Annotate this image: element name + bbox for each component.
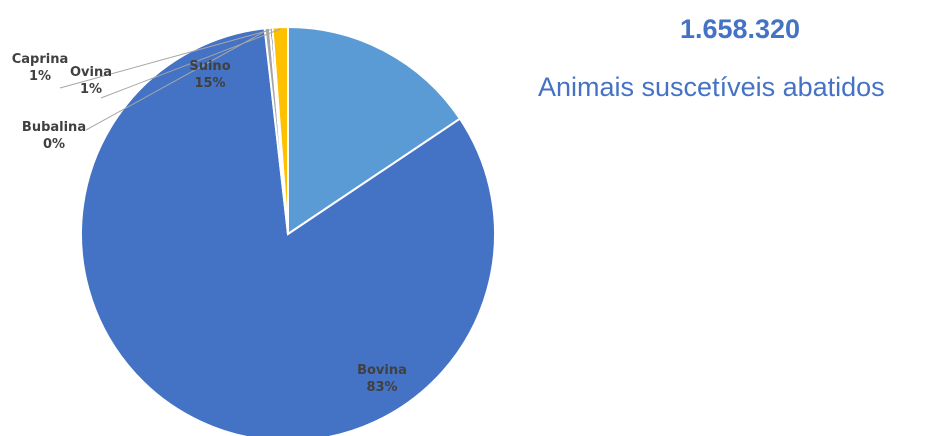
leader-line-bubalina bbox=[85, 29, 268, 131]
slice-percent-ovina: 1% bbox=[80, 82, 102, 97]
slice-label-ovina: Ovina bbox=[70, 65, 112, 80]
chart-subtitle: Animais suscetíveis abatidos bbox=[538, 72, 885, 102]
slice-label-caprina: Caprina bbox=[12, 52, 69, 67]
slice-percent-suino: 15% bbox=[194, 76, 225, 91]
slice-label-suino: Suino bbox=[189, 59, 230, 74]
total-count: 1.658.320 bbox=[679, 14, 801, 44]
pie-slice-ovina bbox=[271, 25, 289, 235]
pie-slice-suino bbox=[287, 25, 462, 236]
leader-line-ovina bbox=[100, 28, 281, 99]
slice-percent-bubalina: 0% bbox=[43, 137, 65, 152]
pie-slice-bovina bbox=[80, 27, 496, 436]
leader-line-caprina bbox=[59, 29, 272, 89]
slice-label-bovina: Bovina bbox=[357, 363, 407, 378]
slice-label-bubalina: Bubalina bbox=[22, 120, 86, 135]
slice-percent-caprina: 1% bbox=[29, 69, 51, 84]
slice-percent-bovina: 83% bbox=[366, 380, 397, 395]
